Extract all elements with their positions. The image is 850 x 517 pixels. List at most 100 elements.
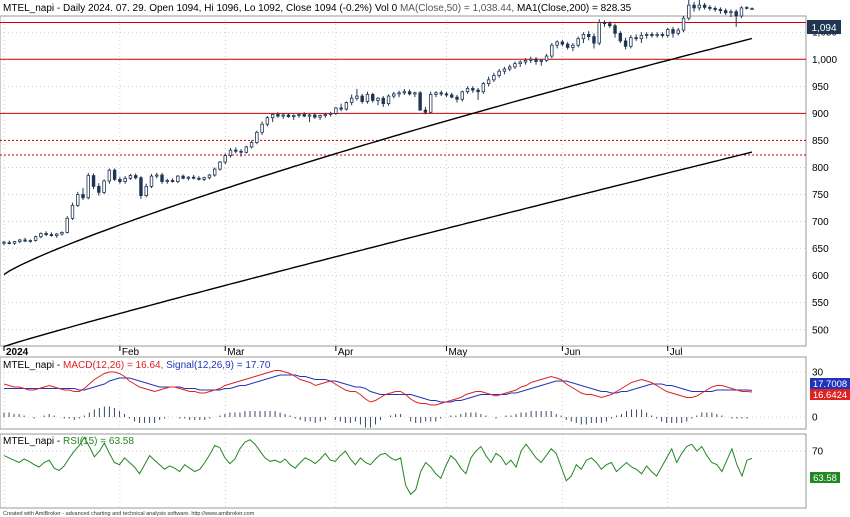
price-y-tick-label: 950 — [812, 82, 829, 93]
candle — [644, 32, 649, 39]
candle — [7, 240, 11, 245]
candle-body — [371, 94, 375, 101]
price-header-info: Daily 2024. 07. 29. Open 1094, Hi 1096, … — [63, 3, 398, 14]
candle — [70, 202, 75, 220]
candle-body — [450, 94, 454, 98]
rsi-y-tick-label: 70 — [812, 447, 824, 458]
candle — [128, 173, 133, 180]
rsi-label: RSI(15) = 63.58 — [63, 436, 134, 447]
candle-body — [513, 63, 517, 68]
candle — [313, 113, 317, 119]
candle-body — [565, 43, 570, 48]
candle — [629, 34, 633, 49]
candle — [281, 113, 285, 119]
candle-body — [181, 175, 185, 179]
candle-body — [587, 33, 591, 37]
candle — [713, 6, 717, 12]
candle-body — [544, 55, 549, 61]
footer-credit: Created with AmiBroker - advanced charti… — [3, 511, 255, 517]
candle-body — [191, 176, 196, 179]
price-y-tick-label: 1,000 — [812, 55, 837, 66]
candle — [671, 26, 675, 38]
rsi-y-axis: 70 — [812, 447, 824, 458]
candle — [355, 89, 359, 101]
candle-body — [170, 180, 175, 182]
candle-body — [213, 168, 217, 176]
candle — [428, 91, 433, 114]
last-price-badge: 1,094 — [807, 20, 841, 34]
candle-body — [323, 114, 328, 116]
candle-body — [529, 58, 533, 61]
candle-body — [123, 177, 127, 182]
candle-body — [581, 33, 586, 40]
candle-body — [297, 114, 301, 116]
candle — [176, 175, 180, 184]
candle — [123, 176, 127, 184]
candle — [144, 183, 148, 198]
candle-body — [133, 175, 138, 179]
candle-body — [602, 22, 607, 24]
candle-body — [318, 115, 322, 118]
candle-body — [207, 174, 212, 179]
candle-body — [460, 91, 464, 100]
candle — [191, 175, 196, 180]
candle-body — [176, 175, 180, 182]
candle-body — [397, 92, 401, 95]
candle-body — [465, 88, 470, 93]
candle-body — [507, 66, 512, 70]
price-y-tick-label: 850 — [812, 136, 829, 147]
candle — [613, 23, 617, 38]
candle-body — [107, 169, 112, 182]
candle — [218, 160, 222, 171]
candle — [186, 176, 191, 181]
candle-body — [681, 17, 686, 31]
candle — [244, 145, 249, 154]
candle — [112, 168, 117, 181]
rsi-line — [3, 436, 753, 496]
candle-body — [65, 217, 69, 233]
macd-pane: 30 0 17.7008 16.6424 — [0, 356, 850, 430]
candle — [276, 112, 280, 118]
macd-header: MTEL_napi - MACD(12,26) = 16.64, Signal(… — [3, 360, 271, 371]
candle-body — [307, 114, 312, 117]
candle-body — [623, 40, 628, 47]
price-y-tick-label: 550 — [812, 298, 829, 309]
candle — [18, 238, 22, 244]
candle-body — [571, 44, 575, 48]
candle-body — [328, 112, 333, 115]
candle-body — [618, 32, 623, 42]
price-horizontal-lines — [0, 21, 806, 156]
candle — [539, 59, 543, 66]
candle — [518, 60, 522, 67]
candle-body — [539, 59, 543, 62]
candle — [439, 90, 443, 97]
candle — [239, 149, 243, 157]
candle-body — [60, 231, 64, 235]
candle-body — [76, 194, 80, 206]
candle — [381, 96, 385, 107]
candle — [407, 89, 412, 96]
candle-body — [260, 123, 264, 133]
candle — [666, 27, 670, 38]
candle — [702, 3, 707, 10]
candle-body — [523, 59, 528, 63]
price-x-tick-label: Jul — [670, 347, 683, 358]
candle-body — [228, 149, 233, 156]
candle — [81, 188, 85, 200]
candle — [523, 58, 528, 65]
candle-body — [428, 94, 433, 113]
candle — [655, 32, 659, 38]
candle-body — [729, 11, 733, 14]
macd-label: MACD(12,26) = 16.64, — [63, 360, 163, 371]
candle — [550, 43, 554, 59]
candle — [249, 140, 254, 149]
candle-body — [708, 6, 712, 9]
candle-body — [592, 36, 596, 44]
candle — [91, 173, 96, 190]
candle — [60, 231, 64, 236]
candle — [339, 103, 343, 112]
candle-body — [486, 79, 491, 85]
candle-body — [292, 115, 296, 118]
candle-body — [534, 58, 538, 62]
candle — [660, 32, 665, 38]
